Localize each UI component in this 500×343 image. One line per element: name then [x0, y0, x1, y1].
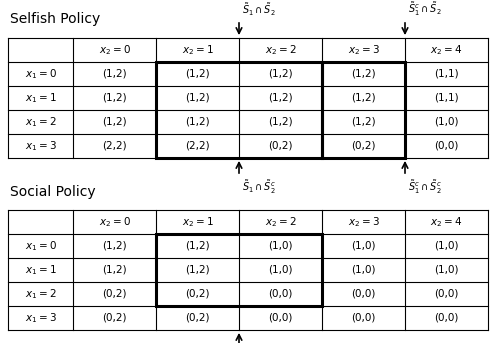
- Text: (1,2): (1,2): [102, 69, 127, 79]
- Text: $\tilde{S}_1 \cap \tilde{S}_2$: $\tilde{S}_1 \cap \tilde{S}_2$: [242, 1, 276, 18]
- Text: $\tilde{S}_1^c \cap \tilde{S}_2^c$: $\tilde{S}_1^c \cap \tilde{S}_2^c$: [408, 178, 442, 196]
- Text: (1,2): (1,2): [185, 93, 210, 103]
- Text: (0,0): (0,0): [434, 313, 458, 323]
- Text: (0,0): (0,0): [434, 289, 458, 299]
- Text: (1,2): (1,2): [102, 93, 127, 103]
- Text: (0,2): (0,2): [102, 289, 127, 299]
- Text: $x_2 = 0$: $x_2 = 0$: [98, 215, 130, 229]
- Text: (1,2): (1,2): [185, 117, 210, 127]
- Text: (1,1): (1,1): [434, 69, 459, 79]
- Text: (1,0): (1,0): [268, 241, 293, 251]
- Text: (1,0): (1,0): [434, 265, 459, 275]
- Bar: [322, 62, 405, 158]
- Bar: [156, 62, 322, 158]
- Text: $x_2 = 4$: $x_2 = 4$: [430, 43, 462, 57]
- Text: (0,0): (0,0): [352, 289, 376, 299]
- Text: (0,0): (0,0): [352, 313, 376, 323]
- Text: (2,2): (2,2): [185, 141, 210, 151]
- Text: $x_1 = 1$: $x_1 = 1$: [24, 91, 56, 105]
- Text: (1,2): (1,2): [351, 117, 376, 127]
- Text: (0,0): (0,0): [268, 289, 292, 299]
- Text: $x_1 = 2$: $x_1 = 2$: [24, 115, 56, 129]
- Text: (1,2): (1,2): [185, 265, 210, 275]
- Text: (1,2): (1,2): [351, 69, 376, 79]
- Text: $x_1 = 2$: $x_1 = 2$: [24, 287, 56, 301]
- Text: (1,2): (1,2): [351, 93, 376, 103]
- Text: (1,2): (1,2): [268, 117, 293, 127]
- Text: (1,0): (1,0): [434, 241, 459, 251]
- Text: $\tilde{S}_1 \cap \tilde{S}_2^c$: $\tilde{S}_1 \cap \tilde{S}_2^c$: [242, 178, 276, 196]
- Text: (1,2): (1,2): [268, 93, 293, 103]
- Text: (1,1): (1,1): [434, 93, 459, 103]
- Text: (1,2): (1,2): [102, 117, 127, 127]
- Text: $x_2 = 1$: $x_2 = 1$: [182, 215, 214, 229]
- Text: (1,0): (1,0): [268, 265, 293, 275]
- Text: (2,2): (2,2): [102, 141, 127, 151]
- Text: $x_1 = 0$: $x_1 = 0$: [24, 239, 56, 253]
- Text: $x_1 = 1$: $x_1 = 1$: [24, 263, 56, 277]
- Text: (1,0): (1,0): [351, 241, 376, 251]
- Text: $x_2 = 1$: $x_2 = 1$: [182, 43, 214, 57]
- Text: $x_2 = 4$: $x_2 = 4$: [430, 215, 462, 229]
- Text: (1,2): (1,2): [268, 69, 293, 79]
- Text: (0,0): (0,0): [434, 141, 458, 151]
- Text: (0,2): (0,2): [351, 141, 376, 151]
- Text: (1,2): (1,2): [185, 241, 210, 251]
- Text: Social Policy: Social Policy: [10, 185, 96, 199]
- Text: (1,2): (1,2): [185, 69, 210, 79]
- Text: (1,2): (1,2): [102, 265, 127, 275]
- Text: (1,0): (1,0): [434, 117, 459, 127]
- Text: $x_2 = 0$: $x_2 = 0$: [98, 43, 130, 57]
- Text: $\tilde{S}_1^c \cap \tilde{S}_2$: $\tilde{S}_1^c \cap \tilde{S}_2$: [408, 0, 442, 18]
- Text: $x_1 = 3$: $x_1 = 3$: [24, 139, 56, 153]
- Text: (0,2): (0,2): [102, 313, 127, 323]
- Text: $x_1 = 3$: $x_1 = 3$: [24, 311, 56, 325]
- Text: (1,2): (1,2): [102, 241, 127, 251]
- Text: (0,2): (0,2): [185, 313, 210, 323]
- Text: (0,2): (0,2): [268, 141, 293, 151]
- Text: $x_2 = 3$: $x_2 = 3$: [348, 43, 380, 57]
- Text: $x_2 = 2$: $x_2 = 2$: [264, 215, 296, 229]
- Text: $x_2 = 2$: $x_2 = 2$: [264, 43, 296, 57]
- Text: $x_1 = 0$: $x_1 = 0$: [24, 67, 56, 81]
- Text: (0,2): (0,2): [185, 289, 210, 299]
- Text: $x_2 = 3$: $x_2 = 3$: [348, 215, 380, 229]
- Text: (0,0): (0,0): [268, 313, 292, 323]
- Text: Selfish Policy: Selfish Policy: [10, 12, 100, 26]
- Bar: [156, 234, 322, 306]
- Text: (1,0): (1,0): [351, 265, 376, 275]
